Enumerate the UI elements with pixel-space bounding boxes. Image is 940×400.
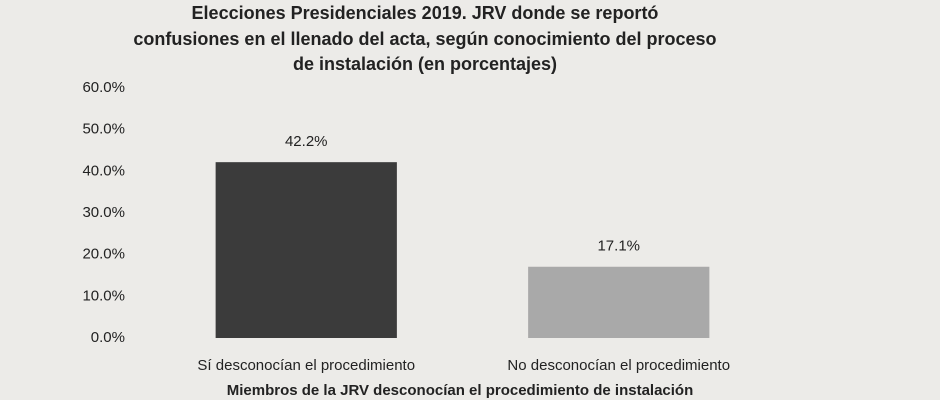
y-tick-label: 30.0%: [82, 204, 125, 221]
y-tick-label: 40.0%: [82, 162, 125, 179]
x-axis-label: Miembros de la JRV desconocían el proced…: [227, 382, 694, 399]
x-tick-label: No desconocían el procedimiento: [507, 357, 730, 374]
y-tick-label: 10.0%: [82, 287, 125, 304]
bar: [215, 162, 397, 338]
x-tick-label: Sí desconocían el procedimiento: [197, 357, 415, 374]
chart-title: confusiones en el llenado del acta, segú…: [133, 29, 716, 49]
y-tick-label: 50.0%: [82, 121, 125, 138]
y-tick-label: 0.0%: [91, 329, 125, 346]
y-tick-label: 20.0%: [82, 246, 125, 263]
bar: [528, 266, 710, 338]
chart-title: Elecciones Presidenciales 2019. JRV dond…: [192, 3, 659, 23]
data-label: 17.1%: [597, 238, 640, 255]
chart-title: de instalación (en porcentajes): [293, 54, 557, 74]
y-tick-label: 60.0%: [82, 79, 125, 96]
data-label: 42.2%: [285, 133, 328, 150]
